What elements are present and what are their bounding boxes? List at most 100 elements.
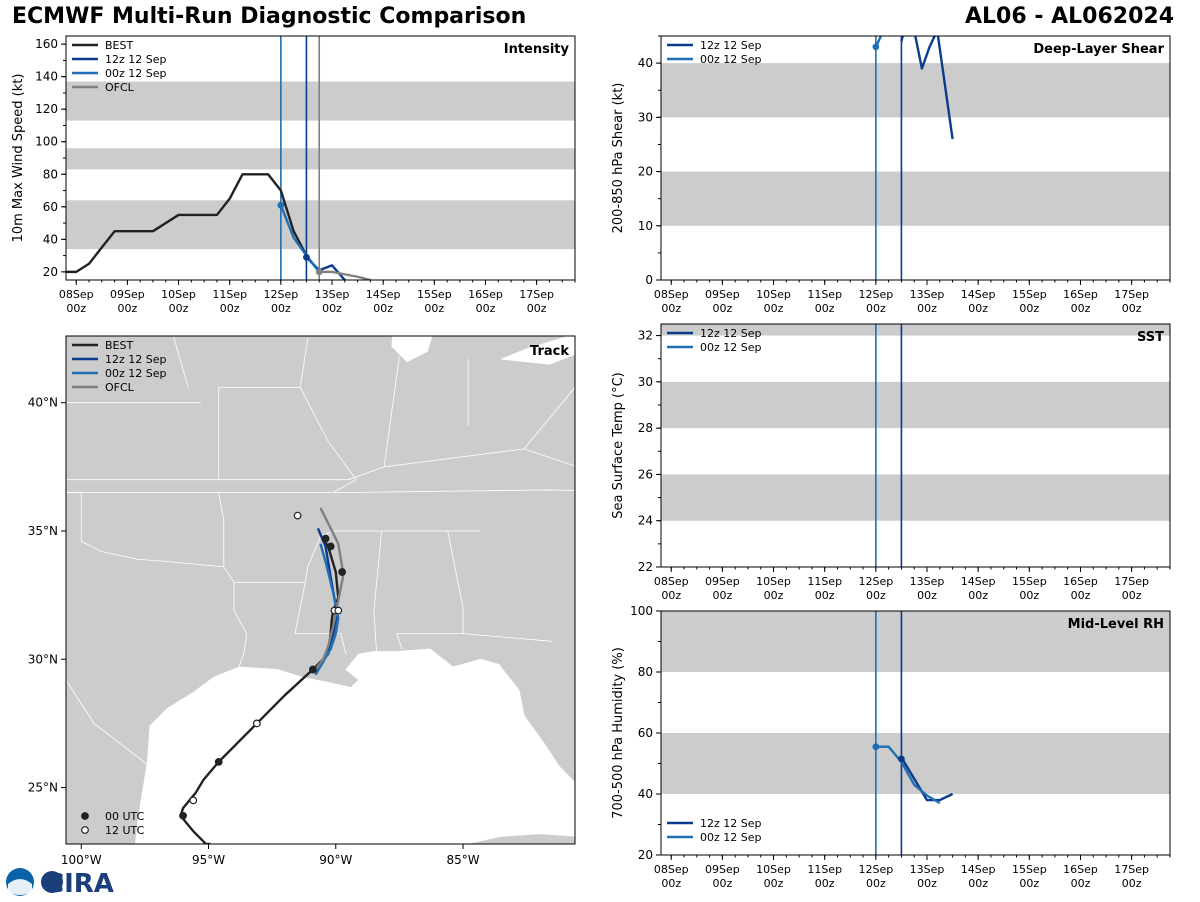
x-tick-date: 08Sep [654,288,689,301]
x-tick-date: 17Sep [1114,288,1149,301]
x-tick-date: 09Sep [705,575,740,588]
panel-title: Intensity [504,42,570,57]
x-tick-hour: 00z [220,302,240,315]
globe-icon [41,871,63,893]
y-axis-label: 10m Max Wind Speed (kt) [11,74,26,243]
x-tick-date: 14Sep [961,863,996,876]
x-tick-hour: 00z [917,589,937,602]
y-axis-label: 700-500 hPa Humidity (%) [611,647,626,819]
y-tick-label: 60 [43,200,58,214]
track-point-12utc [252,719,261,728]
x-tick-hour: 00z [527,302,547,315]
x-tick-hour: 00z [866,589,886,602]
marker-legend-entry: 00 UTC [105,810,145,823]
x-tick-hour: 00z [476,302,496,315]
x-tick-date: 15Sep [1012,575,1047,588]
state-border [66,492,224,568]
x-tick-hour: 00z [866,302,886,315]
y-tick-label: 100 [35,135,58,149]
x-tick-hour: 00z [1071,589,1091,602]
x-tick-date: 10Sep [161,288,196,301]
legend-entry: 00z 12 Sep [700,831,762,844]
init-marker [898,755,905,763]
x-tick-date: 17Sep [1114,863,1149,876]
x-tick-date: 15Sep [1012,863,1047,876]
x-tick-hour: 00z [117,302,137,315]
x-tick-hour: 00z [712,302,732,315]
threshold-band [661,733,1170,794]
init-marker [277,201,285,209]
florida-east-coast [574,740,575,744]
island-cuba [464,833,575,844]
x-tick-hour: 00z [712,877,732,890]
x-tick-date: 17Sep [519,288,554,301]
x-tick-date: 13Sep [315,288,350,301]
panel-sst: 22242628303208Sep00z09Sep00z10Sep00z11Se… [611,323,1171,602]
x-tick-hour: 00z [1019,877,1039,890]
state-border [295,633,347,655]
series-line-12z-12-sep [900,756,954,802]
init-marker [872,43,880,51]
track-point-00utc [179,811,187,820]
x-tick-hour: 00z [815,589,835,602]
x-tick-date: 09Sep [110,288,145,301]
x-tick-hour: 00z [764,589,784,602]
x-tick-hour: 00z [1122,302,1142,315]
x-tick-hour: 00z [661,302,681,315]
x-tick-date: 11Sep [807,575,842,588]
threshold-band [66,81,575,121]
marker-legend-symbol [81,812,89,820]
x-tick-date: 11Sep [807,288,842,301]
x-tick-hour: 00z [373,302,393,315]
threshold-band [661,474,1170,521]
state-border [218,386,301,480]
y-tick-label: 20 [638,165,653,179]
lat-label: 40°N [28,396,58,410]
x-tick-date: 17Sep [1114,575,1149,588]
series-line-12z-12-sep [900,36,954,140]
series-line-00z-12-sep [875,745,941,805]
y-tick-label: 22 [638,560,653,574]
x-tick-hour: 00z [712,589,732,602]
legend-entry: OFCL [105,81,135,94]
legend-entry: 12z 12 Sep [700,327,762,340]
lon-label: 100°W [61,853,102,867]
state-border [233,582,248,668]
marker-legend-entry: 12 UTC [105,824,145,837]
marker-legend-symbol [81,826,89,834]
state-border [383,356,400,467]
x-tick-date: 10Sep [756,288,791,301]
legend-entry: 12z 12 Sep [105,53,167,66]
track-point-00utc [338,568,347,576]
legend-entry: 12z 12 Sep [105,353,167,366]
legend-entry: 00z 12 Sep [105,367,167,380]
state-border [462,633,553,642]
legend-entry: 00z 12 Sep [105,67,167,80]
panel-mid-level-rh: 2040608010008Sep00z09Sep00z10Sep00z11Sep… [611,604,1171,890]
x-tick-date: 15Sep [1012,288,1047,301]
x-tick-hour: 00z [66,302,86,315]
threshold-band [661,171,1170,226]
panel-track: 100°W 95°W 90°W 85°W 25°N 30°N 35°N 40°N Track BE… [28,335,576,867]
storm-id: AL06 - AL062024 [965,4,1174,29]
y-tick-label: 26 [638,467,653,481]
legend-entry: 00z 12 Sep [700,341,762,354]
x-tick-date: 08Sep [654,575,689,588]
lat-label: 35°N [28,524,58,538]
panel-title: SST [1137,330,1164,345]
x-tick-date: 10Sep [756,575,791,588]
x-tick-date: 09Sep [705,863,740,876]
x-tick-hour: 00z [322,302,342,315]
plot-area [661,324,1170,567]
x-tick-hour: 00z [917,302,937,315]
x-tick-date: 13Sep [910,863,945,876]
state-border [66,489,575,493]
x-tick-date: 11Sep [212,288,247,301]
x-tick-hour: 00z [1019,589,1039,602]
y-tick-label: 60 [638,726,653,740]
x-tick-hour: 00z [169,302,189,315]
cira-logo: CIRA [4,866,114,899]
legend-entry: 12z 12 Sep [700,39,762,52]
figure-title: ECMWF Multi-Run Diagnostic Comparison [12,4,527,29]
x-tick-hour: 00z [968,877,988,890]
